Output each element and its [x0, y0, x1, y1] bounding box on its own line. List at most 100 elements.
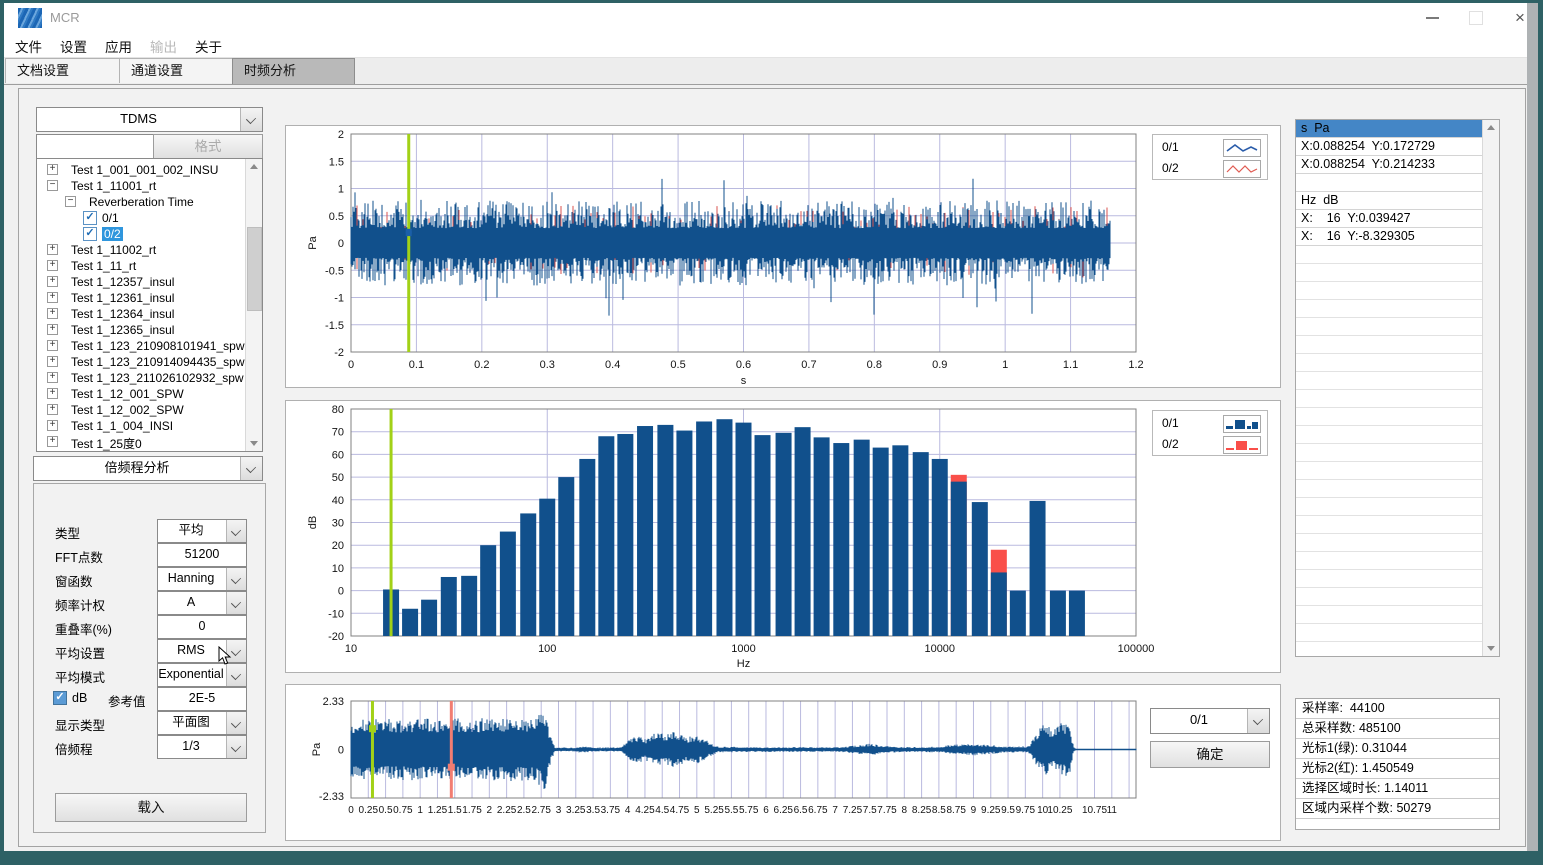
channel-select-combo[interactable]: 0/1: [1150, 708, 1270, 734]
channel-select-arrow[interactable]: [1247, 709, 1269, 733]
expand-icon[interactable]: +: [47, 276, 58, 287]
bar-0-1[interactable]: [558, 477, 575, 636]
tree-scrollbar[interactable]: [245, 159, 262, 451]
tree-item[interactable]: + Test 1_12_001_SPW: [37, 386, 245, 402]
bar-0-1[interactable]: [1068, 590, 1085, 636]
cursor-readout-list[interactable]: s Pa X:0.088254 Y:0.172729 X:0.088254 Y:0.…: [1295, 119, 1500, 657]
bar-0-1[interactable]: [480, 545, 497, 636]
analysis-type-combo[interactable]: 倍频程分析: [33, 456, 263, 481]
collapse-icon[interactable]: −: [47, 180, 58, 191]
bar-0-1[interactable]: [637, 426, 654, 636]
menu-about[interactable]: 关于: [195, 40, 222, 55]
bar-0-1[interactable]: [775, 432, 792, 636]
expand-icon[interactable]: +: [47, 388, 58, 399]
tree-item-label[interactable]: Test 1_12_001_SPW: [71, 387, 184, 401]
empty-row[interactable]: [1296, 300, 1482, 318]
bar-0-1[interactable]: [950, 481, 967, 636]
bar-0-1[interactable]: [1049, 590, 1066, 636]
tree-scrollbar-thumb[interactable]: [247, 227, 262, 311]
empty-row[interactable]: [1296, 534, 1482, 552]
combo-arrow[interactable]: [226, 568, 246, 590]
db-checkbox[interactable]: ✓: [53, 691, 67, 705]
expand-icon[interactable]: +: [47, 404, 58, 415]
tree-item-label[interactable]: Test 1_12364_insul: [71, 307, 175, 321]
expand-icon[interactable]: +: [47, 292, 58, 303]
empty-row[interactable]: [1296, 354, 1482, 372]
bar-0-1[interactable]: [794, 427, 811, 636]
collapse-icon[interactable]: −: [65, 196, 76, 207]
bar-0-1[interactable]: [971, 502, 988, 636]
empty-row[interactable]: [1296, 372, 1482, 390]
overview-waveform-chart[interactable]: 2.33 0 -2.33 Pa 0 0.25 0.5 0.75 1 1.25 1.5 1.75 2 2.2…: [285, 684, 1281, 841]
file-format-combo[interactable]: TDMS: [36, 107, 263, 132]
tree-scroll-up-icon[interactable]: [246, 159, 262, 175]
expand-icon[interactable]: +: [47, 260, 58, 271]
expand-icon[interactable]: +: [47, 356, 58, 367]
bar-0-1[interactable]: [912, 452, 929, 636]
tree-item[interactable]: + Test 1_12364_insul: [37, 306, 245, 322]
tab-channel-settings[interactable]: 通道设置: [119, 58, 242, 83]
tree-item-label[interactable]: 0/1: [102, 211, 119, 225]
bar-0-1[interactable]: [657, 424, 674, 636]
filter-input[interactable]: [36, 134, 154, 159]
tree-item-label[interactable]: Test 1_12365_insul: [71, 323, 175, 337]
bar-0-1[interactable]: [696, 421, 713, 636]
form-combo-6[interactable]: Exponential: [157, 663, 247, 687]
checkbox-checked-icon[interactable]: ✓: [83, 227, 97, 241]
tree-item[interactable]: ✓ 0/2: [37, 226, 245, 242]
tree-item-label[interactable]: Reverberation Time: [89, 195, 194, 209]
expand-icon[interactable]: +: [47, 420, 58, 431]
load-button[interactable]: 载入: [55, 793, 247, 822]
bar-0-1[interactable]: [892, 445, 909, 636]
close-button[interactable]: ×: [1498, 3, 1542, 33]
cursor-readout-row[interactable]: X:0.088254 Y:0.214233: [1296, 156, 1482, 174]
bar-0-1[interactable]: [440, 576, 457, 636]
bar-0-1[interactable]: [716, 419, 733, 636]
tree-item[interactable]: ✓ 0/1: [37, 210, 245, 226]
tab-time-frequency-analysis[interactable]: 时频分析: [232, 58, 355, 84]
bar-0-1[interactable]: [754, 435, 771, 636]
bar-0-1[interactable]: [499, 531, 516, 636]
form-input-1[interactable]: 51200: [157, 543, 247, 567]
tree-item-label[interactable]: Test 1_12_002_SPW: [71, 403, 184, 417]
maximize-button[interactable]: [1454, 3, 1498, 33]
empty-row[interactable]: [1296, 264, 1482, 282]
empty-row[interactable]: [1296, 588, 1482, 606]
empty-row[interactable]: [1296, 642, 1482, 656]
bar-0-1[interactable]: [676, 430, 693, 636]
tree-item[interactable]: + Test 1_11002_rt: [37, 242, 245, 258]
menu-apply[interactable]: 应用: [105, 40, 132, 55]
form-combo-3[interactable]: A: [157, 591, 247, 615]
tree-item[interactable]: + Test 1_123_210908101941_spw: [37, 338, 245, 354]
tree-item-label[interactable]: 0/2: [102, 227, 123, 241]
cursor-readout-row[interactable]: X: 16 Y:0.039427: [1296, 210, 1482, 228]
tree-item[interactable]: + Test 1_123_210914094435_spw: [37, 354, 245, 370]
bar-0-1[interactable]: [990, 572, 1007, 636]
confirm-button[interactable]: 确定: [1150, 741, 1270, 768]
empty-row[interactable]: [1296, 552, 1482, 570]
form-combo-5[interactable]: RMS: [157, 639, 247, 663]
empty-row[interactable]: [1296, 246, 1482, 264]
tree-item-label[interactable]: Test 1_12357_insul: [71, 275, 175, 289]
combo-arrow[interactable]: [226, 664, 246, 686]
form-input-4[interactable]: 0: [157, 615, 247, 639]
empty-row[interactable]: [1296, 462, 1482, 480]
combo-arrow[interactable]: [226, 736, 246, 758]
bar-0-1[interactable]: [520, 513, 537, 636]
bar-0-1[interactable]: [853, 439, 870, 636]
form-combo-0[interactable]: 平均: [157, 519, 247, 543]
menu-file[interactable]: 文件: [15, 40, 42, 55]
bar-0-1[interactable]: [931, 458, 948, 636]
minimize-button[interactable]: [1410, 3, 1454, 33]
analysis-type-combo-arrow[interactable]: [240, 457, 262, 480]
empty-row[interactable]: [1296, 336, 1482, 354]
empty-row[interactable]: [1296, 606, 1482, 624]
list-scroll-up-icon[interactable]: [1483, 120, 1499, 136]
empty-row[interactable]: [1296, 390, 1482, 408]
tree-item[interactable]: + Test 1_11_rt: [37, 258, 245, 274]
bar-0-1[interactable]: [833, 443, 850, 636]
form-input-7[interactable]: 2E-5: [157, 687, 247, 711]
tree-item-label[interactable]: Test 1_11_rt: [71, 259, 137, 273]
empty-row[interactable]: [1296, 444, 1482, 462]
tree-item[interactable]: + Test 1_1_004_INSI: [37, 418, 245, 434]
